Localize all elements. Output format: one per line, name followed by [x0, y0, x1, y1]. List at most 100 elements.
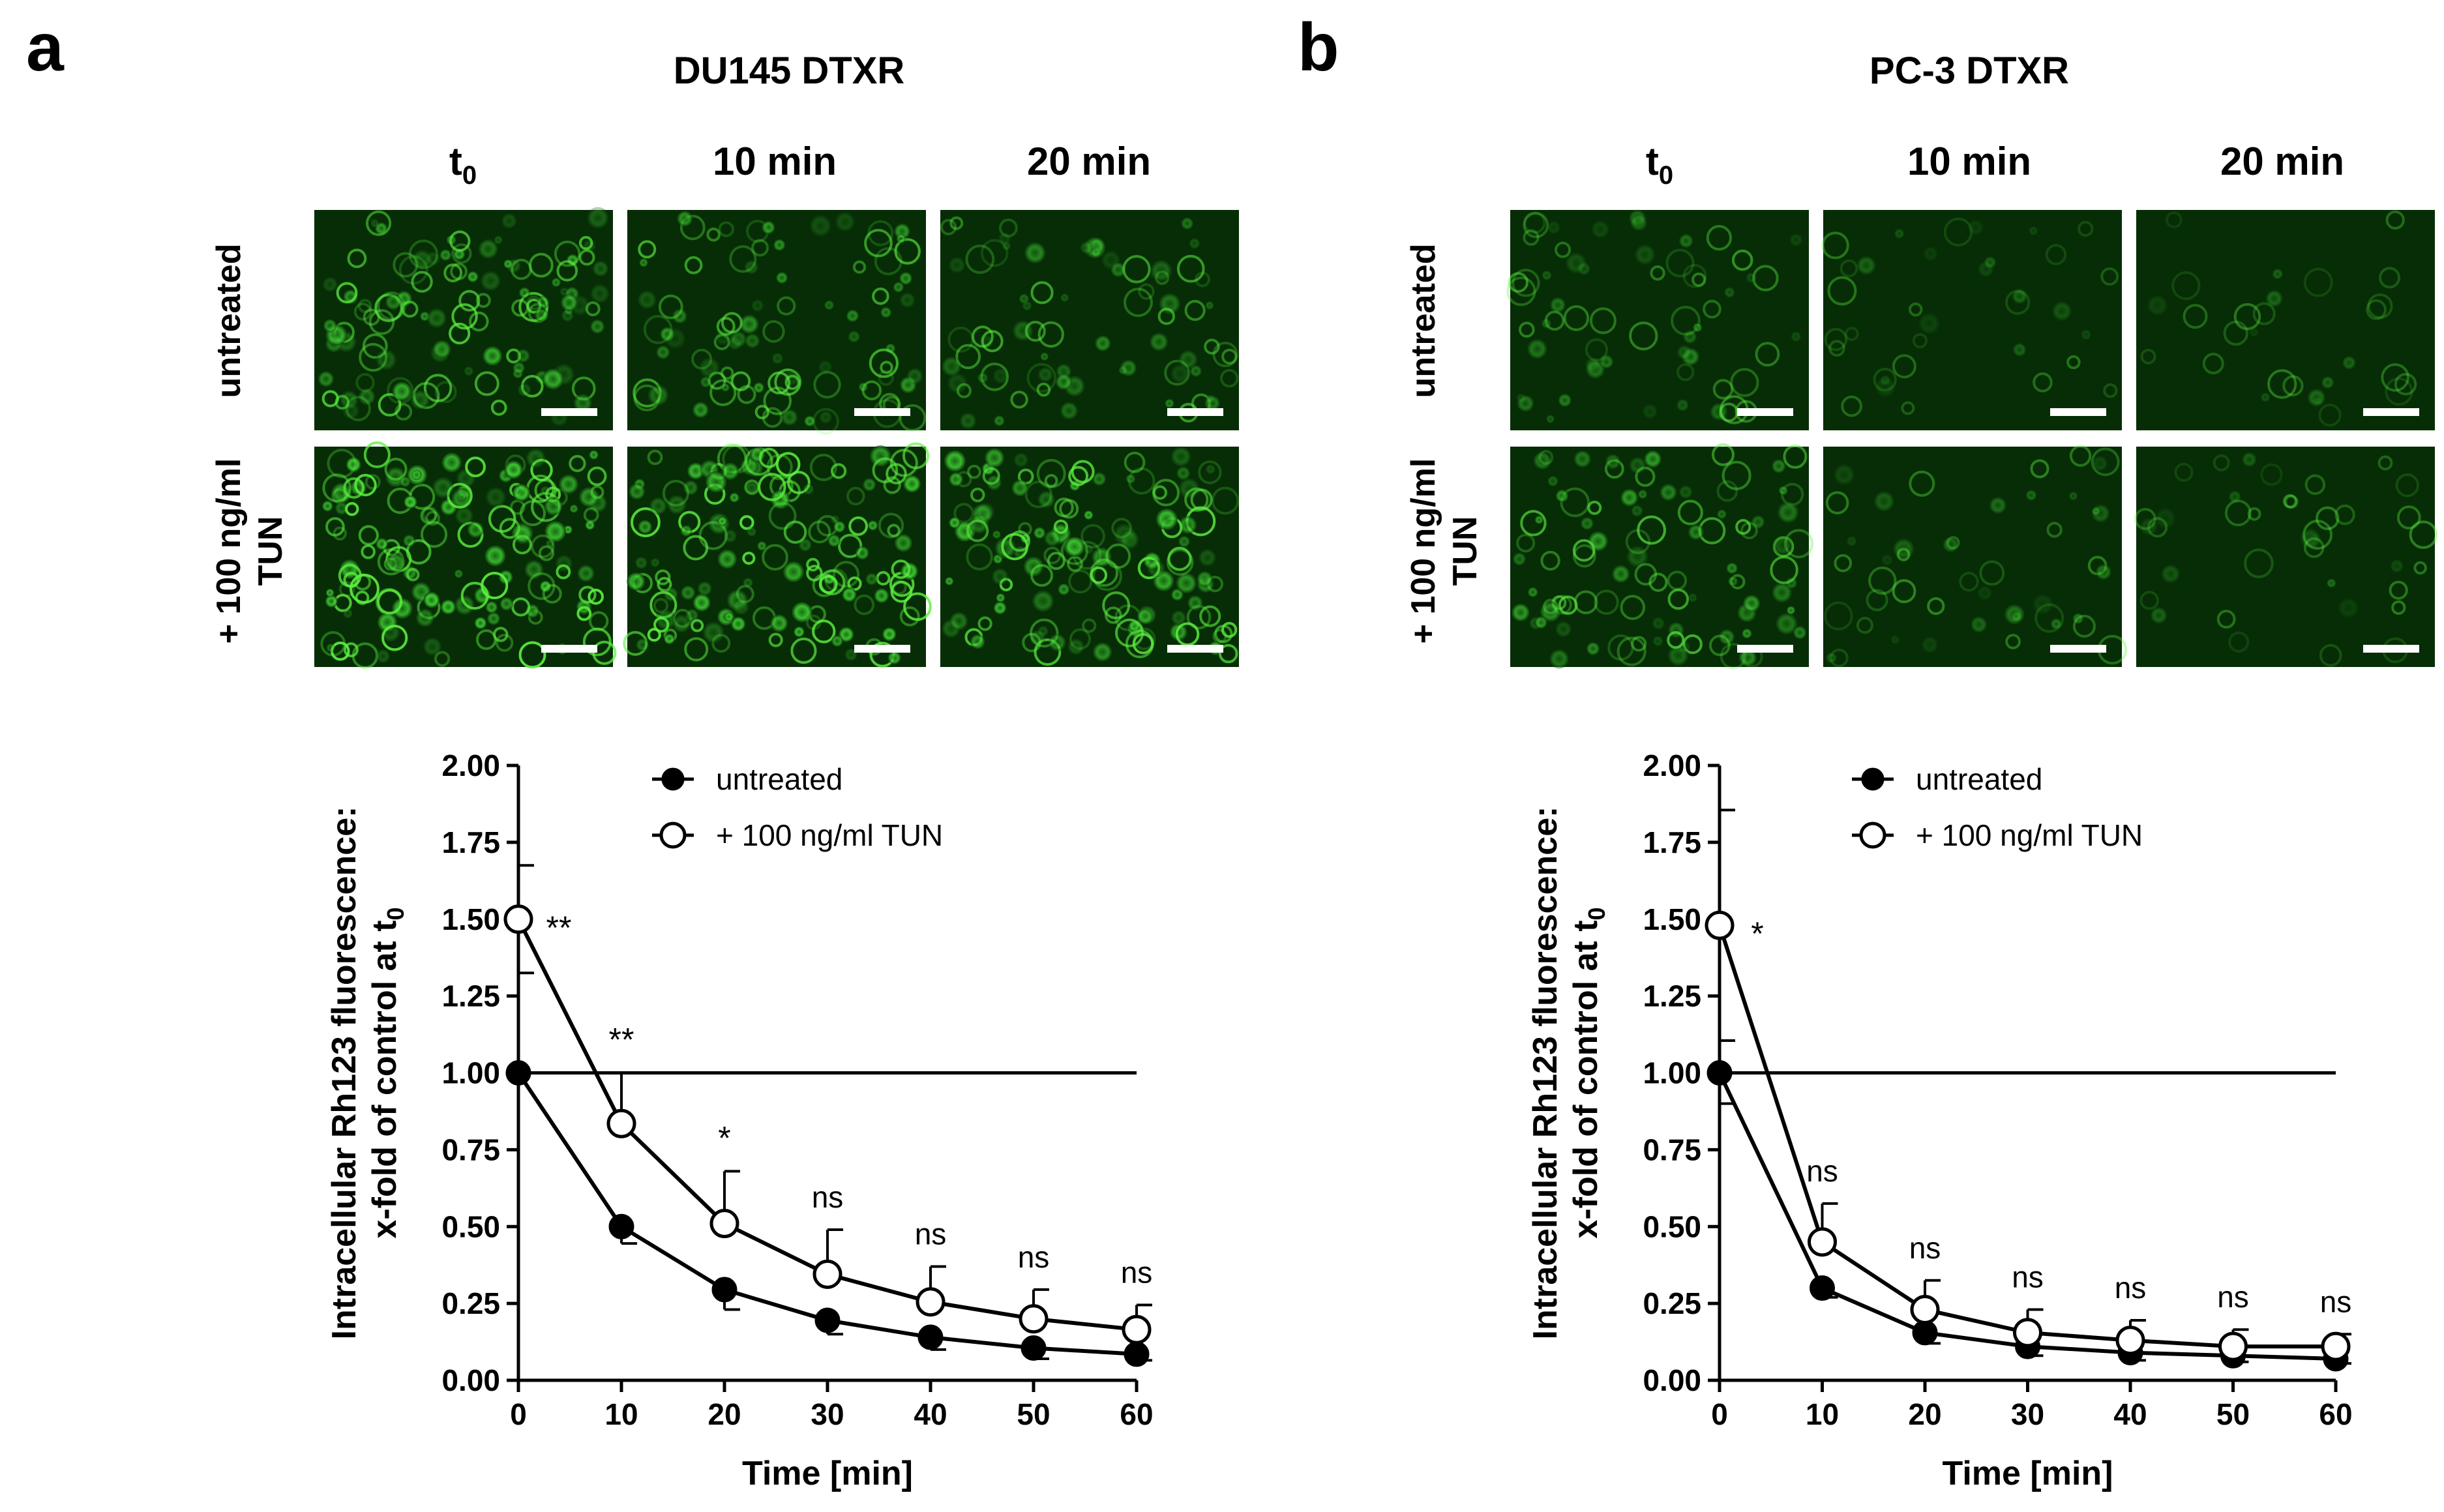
- panel-a: a DU145 DTXR t0 10 min 20 min untreated …: [26, 10, 1240, 1492]
- x-tick-label: 10: [1806, 1397, 1839, 1431]
- cell: [1030, 281, 1054, 304]
- cell: [384, 458, 408, 481]
- cell: [426, 251, 441, 266]
- y-axis-label-line2: x-fold of control at t0: [1567, 907, 1610, 1238]
- cell: [354, 473, 377, 497]
- cell: [1187, 595, 1203, 611]
- cell: [782, 561, 804, 583]
- cell: [1123, 288, 1153, 318]
- cell: [721, 462, 739, 481]
- cell: [355, 590, 370, 605]
- cell: [1037, 367, 1053, 382]
- cell: [495, 634, 514, 652]
- cell: [1512, 603, 1530, 622]
- cell: [1789, 233, 1803, 246]
- cell: [1824, 327, 1848, 351]
- y-tick-label: 2.00: [441, 749, 500, 782]
- cell: [1542, 270, 1552, 280]
- cell: [1064, 537, 1085, 557]
- cell: [551, 277, 561, 288]
- cell: [1772, 582, 1793, 603]
- cell: [1683, 330, 1697, 344]
- cell: [2072, 613, 2084, 624]
- cell: [486, 612, 501, 625]
- cell: [556, 259, 578, 282]
- cell: [1824, 601, 1853, 631]
- cell: [423, 374, 453, 403]
- cell: [517, 383, 531, 397]
- scale-bar: [2050, 645, 2106, 653]
- cell: [1125, 474, 1136, 484]
- legend-marker: [1861, 767, 1885, 791]
- cell: [1977, 586, 1993, 600]
- cell: [2367, 293, 2393, 319]
- cell: [1738, 648, 1757, 667]
- cell: [1189, 238, 1200, 249]
- cell: [2385, 210, 2405, 230]
- cell: [1012, 320, 1034, 341]
- cell: [2095, 564, 2111, 580]
- cell: [718, 221, 734, 237]
- cell: [637, 290, 657, 310]
- cell: [358, 388, 376, 406]
- micrograph-tile: [314, 441, 617, 669]
- cell: [1894, 228, 1905, 239]
- cell: [698, 521, 728, 550]
- data-point-tun: [709, 1209, 739, 1239]
- cell: [747, 527, 756, 537]
- cell: [1634, 563, 1658, 586]
- cell: [1178, 535, 1190, 548]
- cell: [2174, 462, 2194, 482]
- significance-label: ns: [2012, 1260, 2044, 1294]
- cell: [1090, 558, 1119, 587]
- cell: [1544, 310, 1565, 331]
- cell: [638, 240, 657, 259]
- data-point-tun: [503, 904, 533, 934]
- cell: [451, 303, 478, 330]
- cell: [903, 475, 921, 493]
- cell: [1549, 649, 1569, 669]
- cell: [723, 529, 737, 543]
- data-point-tun: [2013, 1318, 2042, 1348]
- cell: [346, 457, 361, 473]
- cell: [494, 235, 503, 245]
- cell: [1184, 487, 1209, 512]
- cell: [376, 649, 391, 664]
- cell: [588, 588, 604, 605]
- cell: [1572, 544, 1596, 568]
- cell: [325, 595, 338, 608]
- cell: [1082, 618, 1097, 633]
- legend-marker: [661, 767, 685, 791]
- cell: [702, 621, 724, 644]
- y-tick-label: 1.75: [1643, 825, 1701, 859]
- cell: [899, 606, 920, 627]
- cell: [343, 477, 365, 499]
- cell: [2316, 506, 2340, 531]
- micrograph-background: [1823, 210, 2122, 430]
- cell: [1625, 529, 1651, 554]
- cell: [1198, 460, 1222, 484]
- time-label-t0: t0: [1646, 140, 1673, 190]
- cell: [443, 263, 463, 282]
- cell: [2265, 289, 2283, 307]
- cell: [578, 586, 597, 604]
- cell: [942, 356, 962, 377]
- cell: [880, 361, 893, 374]
- cell: [2242, 452, 2257, 467]
- cell: [338, 581, 355, 597]
- micrograph-tile: [314, 207, 613, 430]
- panel-a-letter: a: [26, 10, 65, 85]
- cell: [1527, 338, 1547, 359]
- micrograph-tile: [2134, 447, 2438, 667]
- cell: [677, 211, 693, 227]
- data-point-tun: [1019, 1304, 1049, 1334]
- cell: [833, 520, 846, 533]
- cell: [899, 272, 912, 285]
- y-axis-label-line1: Intracellular Rh123 fluorescence:: [1527, 807, 1564, 1340]
- significance-label: **: [546, 910, 572, 946]
- cell: [1770, 556, 1798, 584]
- cell: [745, 333, 760, 349]
- micrograph-tile: [940, 210, 1239, 430]
- cell: [783, 520, 807, 544]
- cell: [518, 641, 546, 669]
